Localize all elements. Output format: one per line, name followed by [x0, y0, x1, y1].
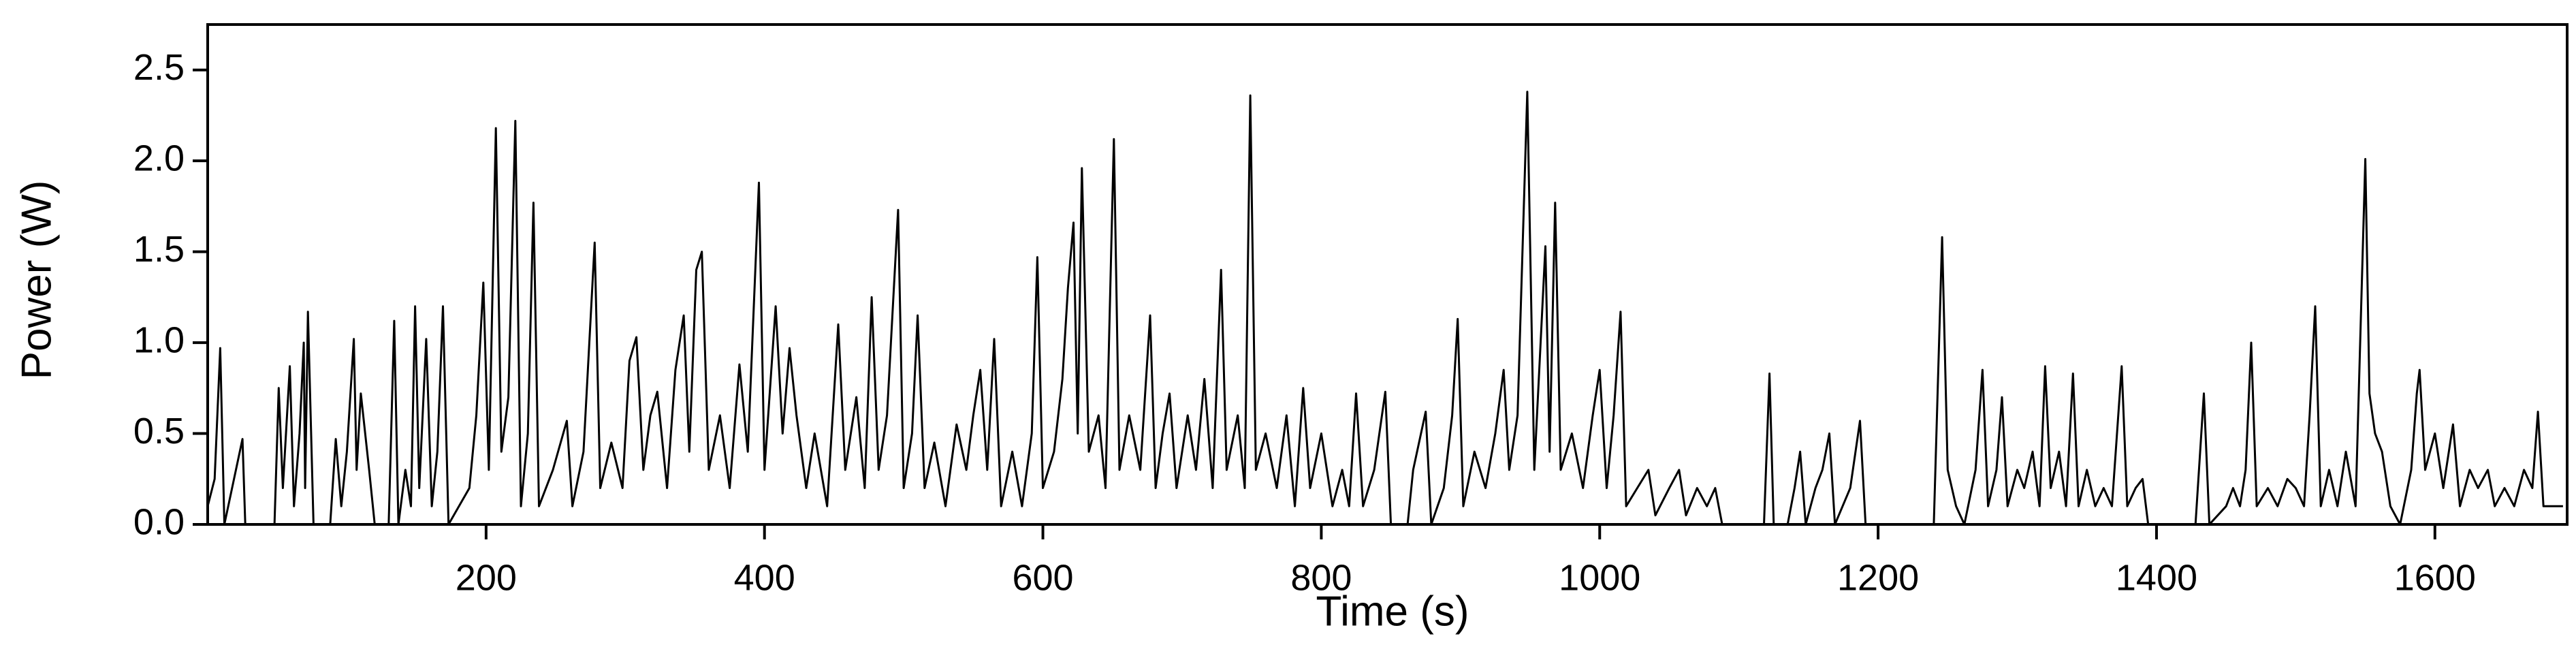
y-tick-label: 1.5 [133, 229, 185, 270]
x-tick-label: 400 [734, 557, 795, 598]
x-tick-label: 600 [1012, 557, 1073, 598]
y-tick-label: 0.0 [133, 501, 185, 542]
data-line [206, 91, 2563, 526]
x-tick-label: 1000 [1559, 557, 1640, 598]
y-axis-title: Power (W) [13, 180, 60, 380]
x-tick-label: 1200 [1837, 557, 1919, 598]
x-tick-label: 200 [456, 557, 517, 598]
plot-frame [206, 23, 2569, 526]
y-tick-label: 2.5 [133, 47, 185, 88]
x-tick-label: 1600 [2394, 557, 2476, 598]
x-axis-title: Time (s) [1316, 588, 1469, 635]
y-tick-label: 2.0 [133, 138, 185, 178]
y-tick-label: 1.0 [133, 319, 185, 360]
x-tick-label: 1400 [2116, 557, 2197, 598]
x-tick-label: 800 [1290, 557, 1352, 598]
y-tick-label: 0.5 [133, 411, 185, 452]
